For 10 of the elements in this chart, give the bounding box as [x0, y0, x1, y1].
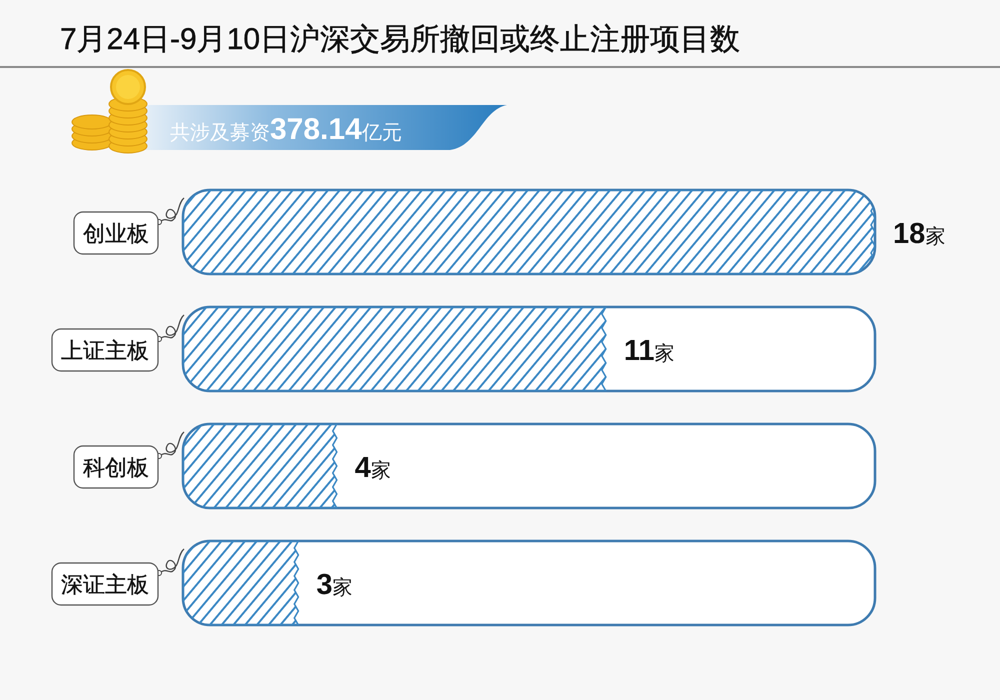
title: 7月24日-9月10日沪深交易所撤回或终止注册项目数 [60, 23, 740, 56]
category: 上证主板 [61, 338, 149, 363]
category: 创业板 [83, 221, 149, 246]
value-label: 11家 [624, 335, 675, 367]
category: 深证主板 [61, 572, 149, 597]
value-label: 3家 [316, 569, 352, 601]
value-label: 18家 [893, 218, 946, 250]
category: 科创板 [83, 455, 149, 480]
value-label: 4家 [354, 452, 391, 484]
annotation: 共涉及募资378.14亿元 [170, 113, 402, 146]
